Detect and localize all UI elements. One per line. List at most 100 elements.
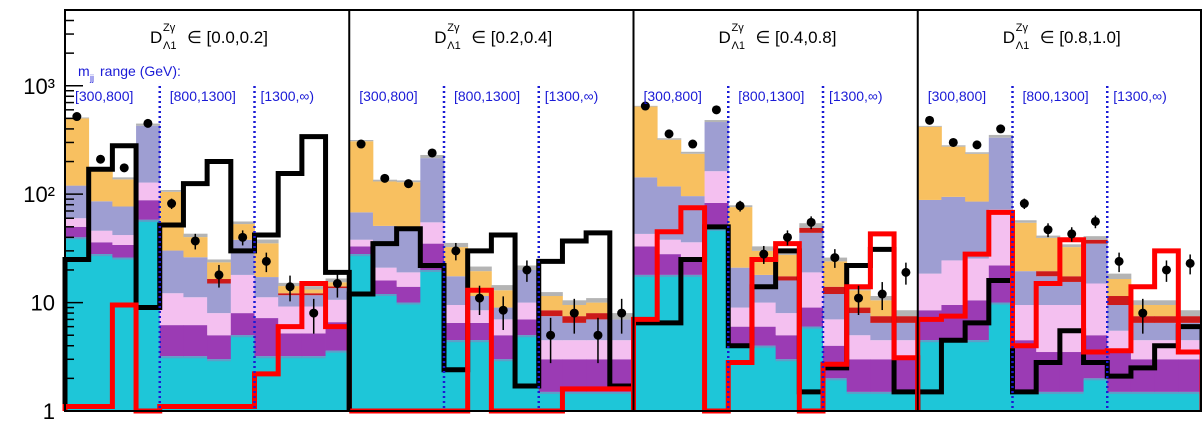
y-tick-label-1000: 10³ <box>23 74 55 99</box>
bar-pink-p3-b7 <box>1083 283 1108 336</box>
data-point-p3-b0 <box>925 115 935 125</box>
bar-grey-p0-b2 <box>112 177 137 180</box>
bar-cyan-p0-b10 <box>301 356 326 411</box>
bar-cyan-p0-b6 <box>207 359 232 411</box>
bar-cyan-p3-b1 <box>941 340 966 411</box>
data-point-p2-b10 <box>877 289 887 299</box>
bar-steelblue-p3-b10 <box>1154 391 1179 394</box>
bar-lavender-p3-b7 <box>1083 243 1108 284</box>
bar-steelblue-p2-b2 <box>680 274 705 277</box>
bar-lavender-p1-b3 <box>420 158 445 223</box>
bar-orange-p3-b5 <box>1036 237 1061 272</box>
bar-grey-p1-b10 <box>586 298 611 303</box>
bar-crimson-p3-b10 <box>1154 316 1179 323</box>
bar-steelblue-p3-b3 <box>988 302 1013 305</box>
bar-steelblue-p1-b4 <box>444 340 469 343</box>
data-point-p1-b3 <box>427 148 437 158</box>
bar-cyan-p3-b8 <box>1107 391 1132 411</box>
mjj-dividers <box>158 86 1109 411</box>
data-point-p3-b6 <box>1067 229 1077 239</box>
bar-cyan-p1-b4 <box>444 340 469 411</box>
bar-cyan-p0-b5 <box>183 356 208 411</box>
bar-orange-p1-b2 <box>396 182 421 228</box>
bar-pink-p1-b1 <box>372 267 398 281</box>
bar-crimson-p2-b6 <box>775 276 800 281</box>
bar-purple-p2-b7 <box>799 307 824 327</box>
bar-lavender-p0-b7 <box>230 239 255 275</box>
mjj-range-label-p3-1: [800,1300] <box>1023 88 1089 104</box>
bar-crimson-p3-b5 <box>1036 271 1061 277</box>
bar-purple-p3-b3 <box>988 265 1013 303</box>
bar-purple-p3-b8 <box>1107 352 1132 392</box>
bar-orange-p3-b8 <box>1107 279 1132 297</box>
bar-pink-p2-b3 <box>704 171 729 203</box>
data-point-p0-b4 <box>167 199 177 209</box>
bar-pink-p2-b6 <box>775 313 800 336</box>
bar-pink-p3-b10 <box>1154 340 1179 360</box>
bar-steelblue-p0-b3 <box>136 219 161 222</box>
bar-purple-p0-b10 <box>301 333 326 357</box>
data-point-p3-b10 <box>1161 265 1171 275</box>
bar-pink-p1-b4 <box>444 305 469 323</box>
bar-lavender-p0-b1 <box>88 201 113 231</box>
bar-steelblue-p3-b0 <box>917 340 942 343</box>
bar-pink-p3-b8 <box>1107 330 1132 353</box>
data-point-p2-b11 <box>901 267 911 277</box>
bar-pink-p0-b5 <box>183 297 208 326</box>
mjj-header-sub: jj <box>89 73 94 83</box>
bar-steelblue-p1-b5 <box>467 340 492 343</box>
bar-orange-p2-b1 <box>657 139 682 187</box>
data-point-p3-b5 <box>1043 225 1053 235</box>
bar-purple-p3-b7 <box>1083 335 1108 379</box>
bar-pink-p2-b2 <box>680 242 705 258</box>
mjj-range-label-p2-2: [1300,∞) <box>829 88 883 104</box>
bar-crimson-p1-b10 <box>586 313 611 320</box>
bar-pink-p2-b7 <box>799 272 824 308</box>
bar-steelblue-p0-b5 <box>183 356 208 359</box>
bar-grey-p1-b8 <box>538 292 563 297</box>
bar-cyan-p3-b11 <box>1178 391 1202 411</box>
bar-purple-p2-b1 <box>657 254 682 275</box>
data-point-p3-b11 <box>1185 258 1195 268</box>
bar-cyan-p2-b0 <box>633 274 658 411</box>
bar-cyan-p0-b7 <box>230 335 255 411</box>
bar-cyan-p3-b7 <box>1083 378 1108 411</box>
bar-crimson-p2-b8 <box>823 286 848 295</box>
bar-purple-p1-b6 <box>491 335 516 360</box>
mjj-range-label-p1-1: [800,1300] <box>454 88 520 104</box>
bar-cyan-p0-b4 <box>159 356 184 411</box>
panel-title-sub-0: Λ1 <box>163 40 176 52</box>
bar-lavender-p3-b8 <box>1107 305 1132 331</box>
data-point-p0-b9 <box>285 282 295 292</box>
bar-grey-p2-b3 <box>704 120 729 123</box>
bar-purple-p0-b1 <box>88 242 113 255</box>
bar-steelblue-p0-b6 <box>207 359 232 362</box>
bar-grey-p3-b11 <box>1178 310 1202 317</box>
bar-grey-p3-b10 <box>1154 300 1179 305</box>
bar-purple-p0-b4 <box>159 325 184 357</box>
bar-steelblue-p2-b7 <box>799 326 824 329</box>
y-tick-label-10: 10 <box>31 291 55 316</box>
bar-steelblue-p3-b2 <box>965 340 990 343</box>
data-point-p0-b3 <box>143 118 153 128</box>
bar-steelblue-p1-b3 <box>420 269 445 272</box>
bar-steelblue-p2-b6 <box>775 359 800 362</box>
bar-cyan-p1-b3 <box>420 269 445 411</box>
bar-purple-p2-b10 <box>870 359 895 392</box>
data-point-p2-b6 <box>782 232 792 242</box>
bar-lavender-p2-b8 <box>823 294 848 320</box>
bar-pink-p3-b2 <box>965 258 990 301</box>
panel-title-main-0: D <box>150 28 162 47</box>
bar-lavender-p2-b7 <box>799 232 824 273</box>
bar-purple-p2-b5 <box>751 326 777 346</box>
bar-cyan-p1-b10 <box>586 391 611 411</box>
data-point-p3-b7 <box>1090 216 1100 226</box>
bar-cyan-p1-b5 <box>467 340 492 411</box>
bar-pink-p3-b0 <box>917 273 942 311</box>
bar-purple-p1-b5 <box>467 322 492 341</box>
bar-purple-p0-b7 <box>230 313 255 336</box>
bar-orange-p0-b10 <box>301 289 326 294</box>
bar-purple-p2-b4 <box>728 326 753 346</box>
bar-steelblue-p0-b10 <box>301 356 326 359</box>
